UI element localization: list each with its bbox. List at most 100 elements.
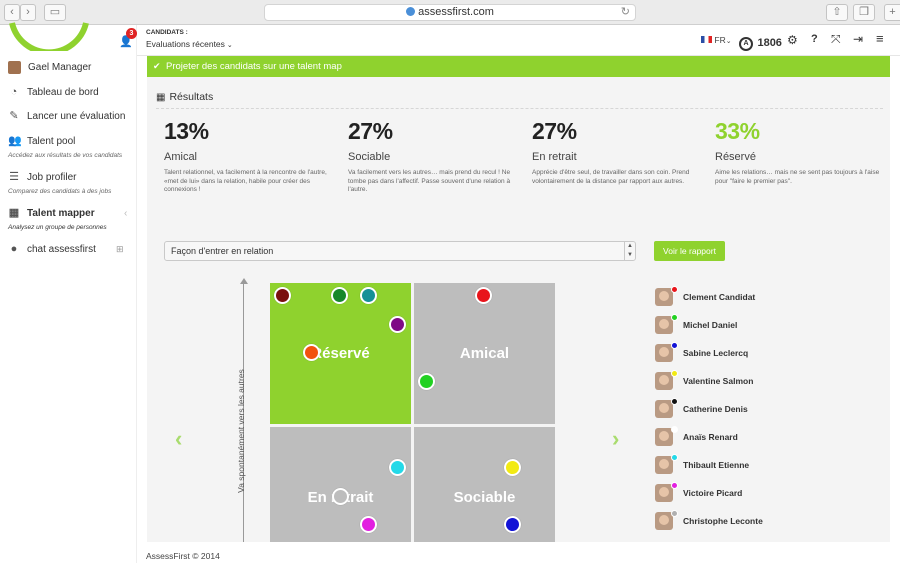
person-color-dot bbox=[671, 286, 678, 293]
fullscreen-icon[interactable]: ⤧ bbox=[831, 32, 841, 46]
url-text: assessfirst.com bbox=[418, 6, 494, 18]
sidebar-item-sub: Analysez un groupe de personnes bbox=[8, 224, 107, 231]
avatar bbox=[655, 454, 678, 474]
language-selector[interactable]: FR⌄ bbox=[701, 35, 732, 45]
avatar bbox=[655, 342, 678, 362]
stat-label: Amical bbox=[164, 151, 198, 163]
chevron-down-icon: ⌄ bbox=[725, 38, 732, 45]
map-dot[interactable] bbox=[475, 287, 492, 304]
back-button[interactable]: ‹ bbox=[4, 4, 20, 21]
chevron-right-icon[interactable]: › bbox=[612, 426, 620, 451]
person-color-dot bbox=[671, 426, 678, 433]
sidebar-item-label: Job profiler bbox=[27, 171, 77, 183]
divider bbox=[156, 108, 883, 109]
person-color-dot bbox=[671, 510, 678, 517]
tabs-icon[interactable]: ❐ bbox=[853, 4, 875, 21]
quadrant-sociable[interactable]: Sociable bbox=[414, 427, 555, 542]
results-title: ▦ Résultats bbox=[156, 91, 213, 103]
person-item[interactable]: Christophe Leconte bbox=[655, 510, 763, 531]
sidebar-user[interactable]: Gael Manager bbox=[8, 58, 91, 76]
credits[interactable]: A 1806 bbox=[739, 33, 782, 51]
language-code: FR bbox=[714, 35, 726, 45]
sidebar-item-dashboard[interactable]: ◔ Tableau de bord bbox=[8, 83, 99, 101]
person-name: Victoire Picard bbox=[683, 488, 743, 498]
person-color-dot bbox=[671, 398, 678, 405]
sidebar-item-label: Talent mapper bbox=[27, 207, 95, 219]
project-banner[interactable]: ✔ Projeter des candidats sur une talent … bbox=[147, 56, 890, 77]
help-icon[interactable]: ? bbox=[811, 33, 818, 45]
users-icon: 👥 bbox=[8, 135, 22, 147]
map-dot[interactable] bbox=[360, 516, 377, 533]
reload-icon[interactable]: ↻ bbox=[620, 6, 630, 18]
person-color-dot bbox=[671, 370, 678, 377]
edit-icon: ✎ bbox=[9, 110, 19, 122]
sidebar-item-talent-pool[interactable]: 👥 Talent pool bbox=[8, 132, 75, 150]
section-dropdown[interactable]: Evaluations récentes ⌄ bbox=[146, 39, 233, 49]
globe-icon bbox=[406, 7, 416, 16]
avatar bbox=[655, 286, 678, 306]
sidebar-item-job-profiler[interactable]: ☰ Job profiler bbox=[8, 168, 76, 186]
stat-description: Apprécie d'être seul, de travailler dans… bbox=[532, 169, 690, 185]
sidebar-item-launch-evaluation[interactable]: ✎ Lancer une évaluation bbox=[8, 107, 125, 125]
gear-icon[interactable]: ⚙ bbox=[787, 33, 798, 47]
map-dot[interactable] bbox=[332, 488, 349, 505]
avatar bbox=[655, 314, 678, 334]
notifications-icon[interactable]: 👤 bbox=[119, 36, 133, 48]
forward-button[interactable]: › bbox=[20, 4, 36, 21]
map-dot[interactable] bbox=[331, 287, 348, 304]
person-name: Catherine Denis bbox=[683, 404, 748, 414]
person-item[interactable]: Michel Daniel bbox=[655, 314, 737, 335]
view-report-button[interactable]: Voir le rapport bbox=[654, 241, 725, 261]
logout-icon[interactable]: ⇥ bbox=[853, 32, 864, 46]
stat-sociable: 27% Sociable Va facilement vers les autr… bbox=[348, 118, 518, 195]
map-dot[interactable] bbox=[418, 373, 435, 390]
credits-icon: A bbox=[739, 37, 753, 51]
person-item[interactable]: Victoire Picard bbox=[655, 482, 743, 503]
sidebar-item-label: Lancer une évaluation bbox=[27, 110, 126, 122]
sidebar-user-name: Gael Manager bbox=[28, 61, 92, 73]
person-name: Christophe Leconte bbox=[683, 516, 763, 526]
sidebar-item-label: chat assessfirst bbox=[27, 243, 96, 255]
select-arrows-icon: ▲ ▼ bbox=[624, 242, 635, 260]
person-item[interactable]: Sabine Leclercq bbox=[655, 342, 748, 363]
arrow-up-icon bbox=[240, 278, 248, 284]
map-dot[interactable] bbox=[274, 287, 291, 304]
map-dot[interactable] bbox=[504, 459, 521, 476]
person-color-dot bbox=[671, 454, 678, 461]
sidebar-toggle-icon[interactable]: ▭ bbox=[44, 4, 66, 21]
map-dot[interactable] bbox=[389, 459, 406, 476]
url-bar[interactable]: assessfirst.com ↻ bbox=[264, 4, 636, 21]
person-item[interactable]: Valentine Salmon bbox=[655, 370, 753, 391]
sidebar-item-chat[interactable]: ● chat assessfirst ⊞ bbox=[8, 240, 124, 258]
stat-percent: 27% bbox=[532, 118, 577, 144]
new-tab-button[interactable]: + bbox=[884, 4, 900, 21]
stat-label: En retrait bbox=[532, 151, 577, 163]
avatar bbox=[655, 510, 678, 530]
map-dot[interactable] bbox=[389, 316, 406, 333]
menu-icon[interactable]: ≡ bbox=[876, 31, 884, 46]
map-dot[interactable] bbox=[303, 344, 320, 361]
quadrant-en-retrait[interactable]: En retrait bbox=[270, 427, 411, 542]
map-dot[interactable] bbox=[504, 516, 521, 533]
dimension-select-value: Façon d'entrer en relation bbox=[171, 246, 274, 256]
dimension-select[interactable]: Façon d'entrer en relation ▲ ▼ bbox=[164, 241, 636, 261]
sidebar-item-sub: Accédez aux résultats de vos candidats bbox=[8, 152, 123, 159]
chevron-down-icon: ⌄ bbox=[226, 42, 233, 49]
sidebar-item-sub: Comparez des candidats à des jobs bbox=[8, 188, 112, 195]
chevron-left-icon[interactable]: ‹ bbox=[175, 426, 183, 451]
person-item[interactable]: Catherine Denis bbox=[655, 398, 748, 419]
person-item[interactable]: Clement Candidat bbox=[655, 286, 755, 307]
share-icon[interactable]: ⇧ bbox=[826, 4, 848, 21]
expand-icon: ⊞ bbox=[116, 243, 124, 254]
flag-fr-icon bbox=[701, 36, 712, 43]
person-item[interactable]: Thibault Etienne bbox=[655, 454, 749, 475]
grid-icon: ▦ bbox=[8, 207, 20, 219]
quadrant-amical[interactable]: Amical bbox=[414, 283, 555, 424]
person-color-dot bbox=[671, 314, 678, 321]
map-dot[interactable] bbox=[360, 287, 377, 304]
stat-percent: 33% bbox=[715, 118, 760, 144]
quadrant-reserve[interactable]: Réservé bbox=[270, 283, 411, 424]
person-item[interactable]: Anaïs Renard bbox=[655, 426, 738, 447]
sidebar-item-talent-mapper[interactable]: ▦ Talent mapper ‹ bbox=[8, 204, 128, 222]
chevron-left-icon: ‹ bbox=[124, 207, 128, 219]
